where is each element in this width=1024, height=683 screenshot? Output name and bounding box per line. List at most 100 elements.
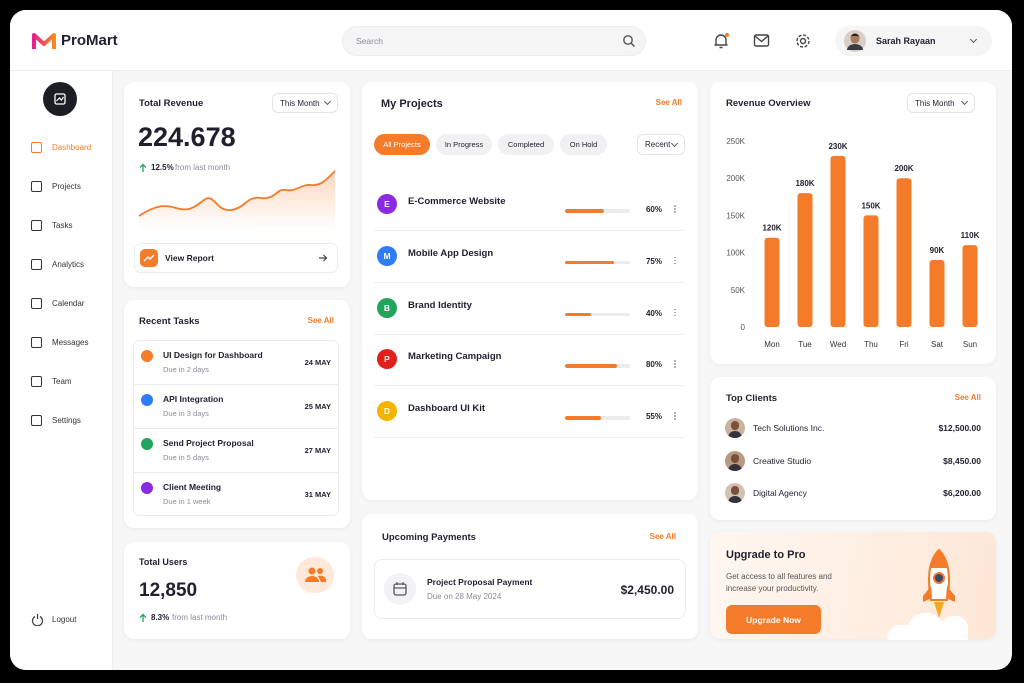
see-all[interactable]: See All: [655, 98, 682, 107]
nav-item[interactable]: Settings: [52, 416, 81, 425]
task-dot: [141, 394, 153, 406]
bar: [929, 260, 945, 327]
progress-label: 40%: [645, 308, 662, 318]
task-dot: [141, 438, 153, 450]
client-name[interactable]: Digital Agency: [753, 488, 807, 498]
period-select[interactable]: This Month: [907, 93, 975, 113]
menu-dot: [674, 308, 676, 311]
menu-dot[interactable]: [674, 415, 676, 417]
menu-dot[interactable]: [674, 311, 676, 314]
brand[interactable]: ProMart: [61, 32, 118, 49]
y-tick-label: 250K: [726, 137, 745, 146]
nav-icon[interactable]: [31, 376, 42, 387]
project-name[interactable]: Mobile App Design: [408, 247, 494, 259]
bar: [797, 193, 813, 327]
upgrade-text: Get access to all features and increase …: [726, 572, 832, 593]
menu-dot[interactable]: [674, 363, 676, 365]
tab[interactable]: In Progress: [436, 134, 492, 155]
nav-icon[interactable]: [31, 142, 42, 153]
view-report-button[interactable]: [134, 243, 338, 273]
logout-icon[interactable]: [31, 613, 44, 626]
client-name[interactable]: Creative Studio: [753, 455, 812, 466]
nav-icon[interactable]: [31, 337, 42, 348]
card-title: My Projects: [381, 98, 443, 110]
task-name[interactable]: UI Design for Dashboard: [163, 350, 263, 360]
see-all[interactable]: See All: [954, 393, 981, 402]
nav-item[interactable]: Calendar: [52, 299, 85, 308]
logo-icon: [32, 33, 56, 49]
tab[interactable]: On Hold: [560, 134, 607, 155]
nav-icon[interactable]: [31, 298, 42, 309]
bar: [896, 178, 912, 327]
chevron: [323, 97, 332, 106]
avatar-head: [731, 486, 739, 495]
users-value: 12,850: [139, 580, 198, 601]
project-name[interactable]: Dashboard UI Kit: [408, 403, 486, 414]
nav-item[interactable]: Messages: [52, 338, 89, 347]
bar: [764, 237, 780, 327]
see-all[interactable]: See All: [307, 316, 334, 325]
avatar-head: [731, 453, 739, 463]
task-due: Due in 3 days: [163, 409, 209, 418]
client-name[interactable]: Tech Solutions Inc.: [753, 423, 825, 433]
task-date: 25 MAY: [304, 402, 331, 411]
y-tick-label: 150K: [726, 211, 745, 220]
task-name[interactable]: API Integration: [163, 394, 224, 404]
task-date: 27 MAY: [304, 446, 331, 455]
progress-fill: [565, 312, 591, 316]
upgrade-button[interactable]: Upgrade Now: [726, 605, 821, 634]
settings-icon[interactable]: [794, 32, 812, 50]
progress-label: 60%: [645, 205, 662, 214]
client-avatar: [725, 450, 745, 471]
payment-amount: $2,450.00: [620, 583, 674, 597]
nav-item[interactable]: Dashboard: [52, 143, 92, 152]
bar-chart: 0 50K 100K 150K 200K 250K Mon 120K Tue 180K Wed 230…: [726, 137, 979, 349]
up-arrow: [139, 613, 147, 622]
sidebar: [10, 71, 113, 670]
nav-item[interactable]: Tasks: [52, 221, 73, 230]
menu-dot: [674, 314, 676, 317]
tab[interactable]: All Projects: [374, 134, 430, 155]
bell-icon[interactable]: [712, 32, 730, 50]
value-label: 230K: [828, 142, 847, 151]
card-title: Total Users: [139, 557, 188, 567]
menu-dot[interactable]: [674, 208, 676, 210]
client-avatar: [725, 418, 745, 438]
project-name[interactable]: Brand Identity: [408, 299, 472, 311]
project-avatar: M: [377, 245, 397, 266]
search-icon[interactable]: [622, 34, 636, 48]
nav-item[interactable]: Analytics: [52, 260, 85, 269]
x-tick-label: Thu: [864, 340, 878, 349]
nav-item[interactable]: Team: [52, 377, 72, 386]
nav-icon[interactable]: [31, 220, 42, 231]
see-all[interactable]: See All: [649, 532, 676, 541]
nav-icon[interactable]: [31, 259, 42, 270]
search-box[interactable]: [342, 26, 646, 56]
project-initial: B: [383, 302, 391, 313]
mail-icon[interactable]: [753, 33, 771, 49]
card-title: Upcoming Payments: [382, 532, 476, 543]
sort-select[interactable]: Recent: [637, 134, 685, 155]
nav-icon[interactable]: [31, 181, 42, 192]
card-title: Total Revenue: [139, 98, 204, 109]
project-name[interactable]: Marketing Campaign: [408, 351, 502, 363]
client-amount: $8,450.00: [943, 455, 981, 466]
menu-dot: [674, 418, 676, 420]
menu-dot[interactable]: [674, 259, 676, 262]
avatar-head: [731, 421, 739, 430]
logout[interactable]: Logout: [52, 615, 77, 624]
sidebar-logo[interactable]: [43, 82, 77, 116]
task-name[interactable]: Client Meeting: [163, 482, 222, 492]
nav-item[interactable]: Projects: [52, 182, 81, 191]
tasks-list: [133, 340, 339, 516]
nav-icon[interactable]: [31, 415, 42, 426]
avatar-body: [728, 496, 742, 503]
project-name[interactable]: E-Commerce Website: [408, 196, 506, 207]
chevron: [670, 139, 679, 147]
task-name[interactable]: Send Project Proposal: [163, 438, 254, 448]
project-initial: P: [384, 354, 390, 365]
x-tick-label: Sun: [963, 340, 977, 349]
period-select[interactable]: This Month: [272, 93, 338, 113]
tab[interactable]: Completed: [498, 134, 554, 155]
payment-item[interactable]: [374, 559, 686, 619]
